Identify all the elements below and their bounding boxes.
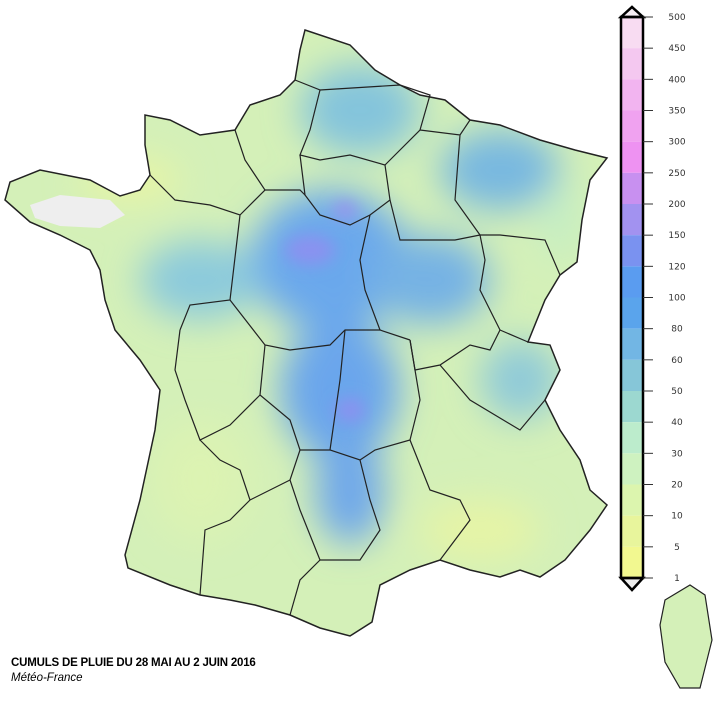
legend-tick-label: 5: [674, 543, 680, 553]
legend-tick-label: 40: [671, 418, 683, 428]
legend-tick-label: 1: [674, 574, 680, 584]
legend-tick-label: 300: [668, 138, 685, 148]
legend-swatch: [621, 235, 643, 267]
legend-tick-label: 500: [668, 13, 685, 23]
legend-swatch: [621, 141, 643, 173]
legend-swatch: [621, 204, 643, 236]
legend-tick-label: 20: [671, 481, 683, 491]
legend-arrow-bottom: [618, 576, 646, 592]
map-title: CUMULS DE PLUIE DU 28 MAI AU 2 JUIN 2016: [11, 657, 256, 669]
missing-data-area: [30, 195, 125, 228]
map-source: Météo-France: [11, 672, 83, 684]
legend-tick-label: 150: [668, 231, 685, 241]
legend-swatch: [621, 359, 643, 391]
legend-tick-label: 60: [671, 356, 683, 366]
legend-swatch: [621, 546, 643, 578]
color-legend: 5004504003503002502001501201008060504030…: [617, 5, 686, 592]
legend-tick-label: 250: [668, 169, 685, 179]
legend-tick-label: 80: [671, 325, 683, 335]
legend-arrow-top: [617, 5, 647, 19]
legend-tick-label: 120: [668, 262, 685, 272]
legend-tick-label: 350: [668, 107, 685, 117]
legend-tick-label: 100: [668, 294, 685, 304]
legend-tick-label: 30: [671, 449, 683, 459]
legend-swatch: [621, 110, 643, 142]
legend-swatch: [621, 266, 643, 298]
legend-swatch: [621, 453, 643, 485]
legend-swatch: [621, 17, 643, 49]
legend-tick-label: 400: [668, 75, 685, 85]
legend-swatch: [621, 391, 643, 423]
region-borders: [4, 29, 713, 689]
legend-swatch: [621, 297, 643, 329]
legend-swatch: [621, 48, 643, 80]
legend-swatch: [621, 515, 643, 547]
legend-tick-label: 450: [668, 44, 685, 54]
legend-swatch: [621, 172, 643, 204]
legend-tick-label: 200: [668, 200, 685, 210]
legend-swatch: [621, 79, 643, 111]
legend-tick-label: 50: [671, 387, 683, 397]
legend-swatch: [621, 328, 643, 360]
legend-tick-label: 10: [671, 512, 683, 522]
legend-swatch: [621, 484, 643, 516]
legend-swatch: [621, 422, 643, 454]
